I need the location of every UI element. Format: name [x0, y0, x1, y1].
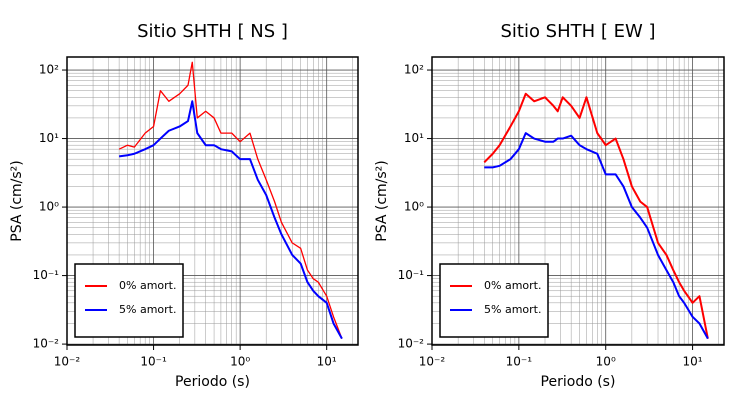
x-tick-label: 10⁻² — [419, 355, 446, 369]
x-tick-label: 10¹ — [683, 355, 703, 369]
y-tick-label: 10² — [404, 63, 424, 77]
y-axis-label: PSA (cm/s²) — [9, 160, 25, 242]
x-tick-label: 10⁻¹ — [140, 355, 167, 369]
plot-frame — [431, 56, 725, 346]
legend-label: 0% amort. — [119, 279, 176, 292]
y-tick-label: 10⁻¹ — [33, 268, 60, 282]
data-line — [483, 92, 709, 339]
data-line — [484, 132, 709, 340]
x-axis-label: Periodo (s) — [175, 374, 250, 390]
chart-title: Sitio SHTH [ NS ] — [137, 21, 288, 42]
panel: 10⁻² 10⁻¹ 10⁰ 10¹ 10⁻² 10⁻¹ 10⁰ 10¹ 10² Sitio SHT… — [374, 21, 725, 390]
y-tick-label: 10⁻² — [398, 337, 425, 351]
panel: 10⁻² 10⁻¹ 10⁰ 10¹ 10⁻² 10⁻¹ 10⁰ 10¹ 10² Sitio SHT… — [9, 21, 359, 390]
y-tick-label: 10⁻¹ — [398, 268, 425, 282]
y-tick-label: 10¹ — [39, 131, 59, 145]
y-tick-label: 10² — [39, 63, 59, 77]
y-tick-label: 10¹ — [404, 131, 424, 145]
x-tick-label: 10⁰ — [596, 355, 616, 369]
y-tick-label: 10⁰ — [39, 200, 59, 214]
legend-box — [74, 263, 184, 338]
x-axis-label: Periodo (s) — [541, 374, 616, 390]
data-line — [118, 61, 343, 339]
x-tick-label: 10⁻¹ — [506, 355, 533, 369]
legend-label: 5% amort. — [484, 303, 541, 316]
y-tick-label: 10⁻² — [33, 337, 60, 351]
y-axis-label: PSA (cm/s²) — [374, 160, 390, 242]
x-tick-label: 10¹ — [317, 355, 337, 369]
plot-frame — [66, 56, 359, 346]
x-tick-label: 10⁰ — [230, 355, 250, 369]
chart-title: Sitio SHTH [ EW ] — [500, 21, 655, 42]
y-tick-label: 10⁰ — [404, 200, 424, 214]
data-line — [118, 100, 343, 340]
legend-label: 5% amort. — [119, 303, 176, 316]
legend-box — [439, 263, 549, 338]
x-tick-label: 10⁻² — [54, 355, 81, 369]
legend-label: 0% amort. — [484, 279, 541, 292]
